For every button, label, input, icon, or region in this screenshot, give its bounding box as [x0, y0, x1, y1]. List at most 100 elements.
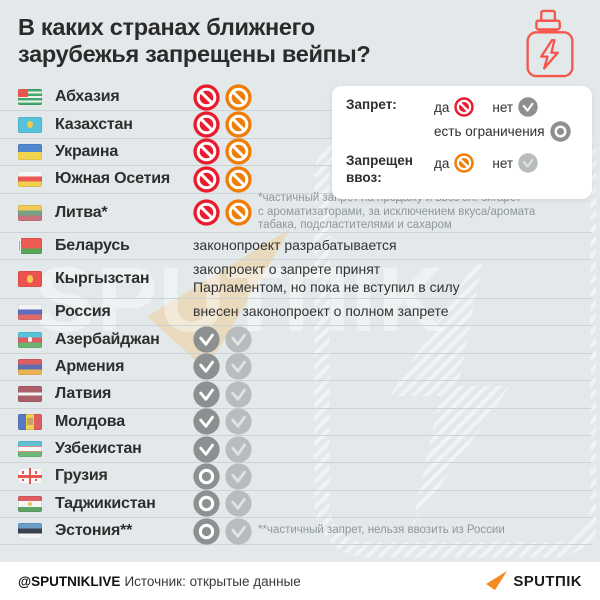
flag-icon — [18, 495, 42, 512]
sputnik-logo-text: SPUTΠIK — [513, 572, 582, 590]
check-dark-icon — [193, 408, 220, 435]
country-name: Армения — [55, 357, 125, 375]
footer-source-text: Источник: открытые данные — [124, 573, 301, 589]
flag-icon — [18, 171, 42, 188]
ban-orange-icon — [454, 153, 475, 173]
status-icons — [193, 326, 252, 353]
legend-yes-label: да — [434, 155, 450, 171]
legend-yes-label: да — [434, 99, 450, 115]
country-name: Эстония** — [55, 522, 133, 540]
flag-icon — [18, 204, 42, 221]
legend-row-import: Запрещен ввоз: да нет — [346, 153, 580, 187]
status-icons — [193, 353, 252, 381]
country-row: Армения — [0, 353, 592, 382]
flag-icon — [18, 523, 42, 540]
status-icons — [193, 408, 252, 435]
status-text: законопроект разрабатывается — [193, 237, 397, 253]
check-dark-icon — [193, 435, 220, 463]
country-row: Литва* *частичный запрет на продажу и вв… — [0, 192, 592, 233]
check-light-icon — [225, 381, 252, 408]
check-light-icon — [225, 463, 252, 490]
country-name: Россия — [55, 303, 111, 321]
footnote-text: **частичный запрет, нельзя ввозить из Ро… — [258, 524, 505, 537]
country-name: Кыргызстан — [55, 269, 150, 287]
check-dark-icon — [193, 381, 220, 408]
country-name: Грузия — [55, 467, 108, 485]
vape-device-icon — [526, 9, 574, 78]
status-icons — [193, 166, 252, 193]
footer-source: @SPUTNIKLIVE Источник: открытые данные — [18, 574, 301, 589]
status-icons — [193, 381, 252, 408]
check-dark-icon — [518, 97, 538, 117]
country-name: Узбекистан — [55, 440, 142, 458]
ban-red-icon — [193, 84, 220, 111]
ban-orange-icon — [225, 111, 252, 138]
status-icons — [193, 199, 252, 226]
legend-card: Запрет: да нет есть ограничения За — [332, 86, 592, 199]
check-light-icon — [225, 326, 252, 353]
ring-icon — [193, 518, 220, 545]
country-name: Южная Осетия — [55, 170, 171, 188]
status-icons — [193, 435, 252, 463]
country-name: Латвия — [55, 385, 112, 403]
ban-red-icon — [193, 111, 220, 138]
status-icons — [193, 138, 252, 166]
country-row: Молдова — [0, 408, 592, 436]
flag-icon — [18, 413, 42, 430]
ban-orange-icon — [225, 166, 252, 193]
check-light-icon — [225, 353, 252, 381]
check-light-icon — [225, 435, 252, 463]
country-name: Абхазия — [55, 88, 120, 106]
flag-icon — [18, 304, 42, 321]
legend-no-label: нет — [492, 99, 514, 115]
status-icons — [193, 111, 252, 138]
legend-ban-label: Запрет: — [346, 97, 397, 112]
status-text: внесен законопроект о полном запрете — [193, 303, 449, 320]
country-row: Россия внесен законопроект о полном запре… — [0, 299, 592, 327]
status-text: закопроект о запрете принят Парламентом,… — [193, 261, 460, 295]
country-row: Кыргызстан закопроект о запрете принят Па… — [0, 260, 592, 299]
country-name: Украина — [55, 142, 119, 160]
legend-row-ban: Запрет: да нет есть ограничения — [346, 97, 580, 142]
flag-icon — [18, 358, 42, 375]
country-row: Абхазия — [0, 84, 592, 112]
status-icons — [193, 463, 252, 490]
country-name: Беларусь — [55, 236, 130, 254]
ban-orange-icon — [225, 84, 252, 111]
flag-icon — [18, 116, 42, 133]
check-dark-icon — [193, 326, 220, 353]
country-row: Казахстан — [0, 111, 592, 139]
check-light-icon — [225, 490, 252, 517]
status-icons — [193, 518, 252, 545]
flag-icon — [18, 143, 42, 160]
country-row: Узбекистан — [0, 435, 592, 464]
status-icons — [193, 84, 252, 111]
legend-no-label: нет — [492, 155, 514, 171]
country-list: Абхазия Казахстан Украина Южная Осетия Л… — [0, 84, 592, 546]
flag-icon — [18, 386, 42, 403]
country-row: Беларусь законопроект разрабатывается — [0, 233, 592, 260]
ban-orange-icon — [225, 138, 252, 166]
check-light-icon — [225, 518, 252, 545]
check-dark-icon — [193, 353, 220, 381]
legend-restrictions-label: есть ограничения — [434, 124, 545, 139]
sputnik-logo: SPUTΠIK — [486, 571, 582, 591]
page-title-line2: зарубежья запрещены вейпы? — [18, 41, 371, 67]
ban-red-icon — [193, 138, 220, 166]
country-name: Молдова — [55, 412, 125, 430]
country-row: Таджикистан — [0, 490, 592, 519]
country-name: Азербайджан — [55, 330, 160, 348]
ban-red-icon — [193, 166, 220, 193]
flag-icon — [18, 441, 42, 458]
flag-icon — [18, 270, 42, 287]
country-row: Латвия — [0, 381, 592, 409]
ban-red-icon — [193, 199, 220, 226]
footer-handle: @SPUTNIKLIVE — [18, 573, 121, 589]
ban-red-icon — [454, 97, 475, 117]
ring-icon — [193, 463, 220, 490]
legend-import-label: Запрещен ввоз: — [346, 153, 413, 185]
ring-icon — [193, 490, 220, 517]
check-light-icon — [225, 408, 252, 435]
flag-icon — [18, 237, 42, 254]
